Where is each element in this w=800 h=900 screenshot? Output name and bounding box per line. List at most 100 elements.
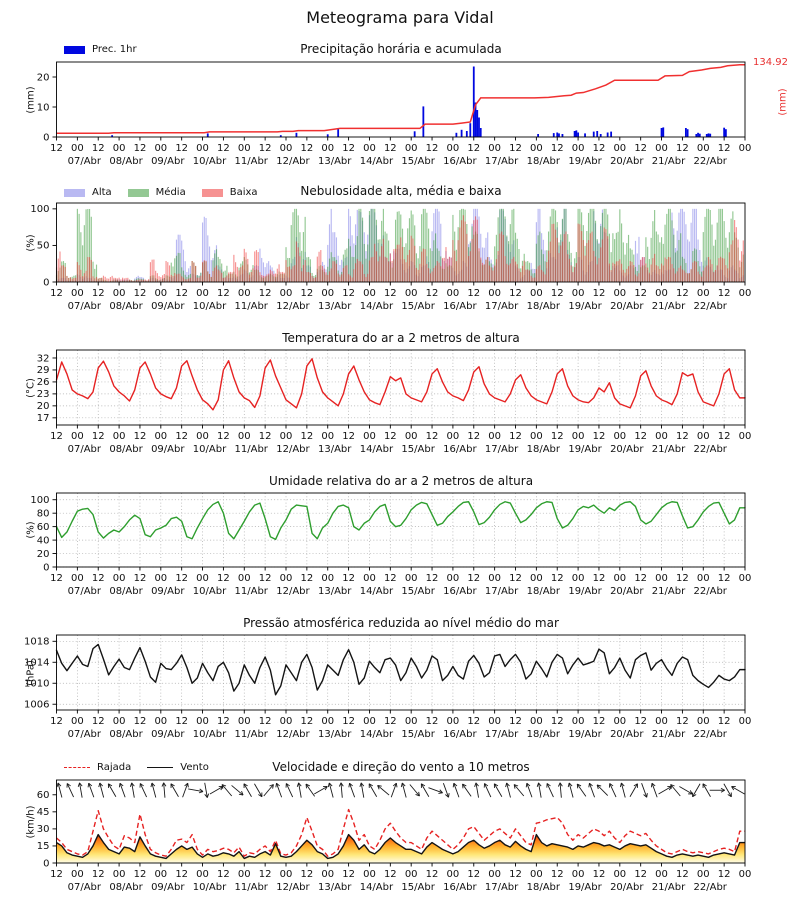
svg-text:12: 12 bbox=[259, 869, 272, 880]
svg-text:12: 12 bbox=[593, 431, 606, 442]
svg-text:17/Abr: 17/Abr bbox=[485, 586, 519, 597]
svg-text:07/Abr: 07/Abr bbox=[68, 586, 102, 597]
svg-text:11/Abr: 11/Abr bbox=[235, 882, 269, 893]
svg-text:60: 60 bbox=[37, 790, 50, 801]
svg-text:16/Abr: 16/Abr bbox=[443, 882, 477, 893]
svg-text:00: 00 bbox=[238, 573, 251, 584]
svg-text:00: 00 bbox=[71, 716, 84, 727]
svg-text:45: 45 bbox=[37, 807, 50, 818]
svg-text:13/Abr: 13/Abr bbox=[318, 301, 352, 312]
svg-text:11/Abr: 11/Abr bbox=[235, 444, 269, 455]
svg-text:00: 00 bbox=[488, 573, 501, 584]
svg-text:00: 00 bbox=[405, 143, 418, 154]
svg-text:13/Abr: 13/Abr bbox=[318, 729, 352, 740]
svg-text:00: 00 bbox=[655, 288, 668, 299]
svg-text:12: 12 bbox=[426, 716, 439, 727]
svg-text:00: 00 bbox=[572, 143, 585, 154]
svg-text:12: 12 bbox=[634, 573, 647, 584]
svg-text:00: 00 bbox=[196, 431, 209, 442]
vento-solid-line-swatch-icon bbox=[147, 767, 174, 768]
svg-text:20: 20 bbox=[37, 72, 50, 83]
svg-text:00: 00 bbox=[613, 431, 626, 442]
svg-text:00: 00 bbox=[655, 716, 668, 727]
svg-text:00: 00 bbox=[71, 573, 84, 584]
svg-text:00: 00 bbox=[739, 716, 752, 727]
clouds-y-axis-label: (%) bbox=[25, 234, 37, 252]
svg-text:12: 12 bbox=[718, 288, 731, 299]
svg-text:00: 00 bbox=[613, 716, 626, 727]
svg-text:22/Abr: 22/Abr bbox=[694, 444, 728, 455]
baixa-swatch-icon bbox=[201, 188, 223, 197]
svg-text:08/Abr: 08/Abr bbox=[109, 301, 143, 312]
svg-text:18/Abr: 18/Abr bbox=[527, 882, 561, 893]
svg-text:17/Abr: 17/Abr bbox=[485, 882, 519, 893]
svg-text:07/Abr: 07/Abr bbox=[68, 156, 102, 167]
svg-text:12: 12 bbox=[384, 716, 397, 727]
svg-text:00: 00 bbox=[280, 431, 293, 442]
svg-text:100: 100 bbox=[30, 495, 49, 506]
svg-text:12: 12 bbox=[384, 431, 397, 442]
svg-text:00: 00 bbox=[405, 431, 418, 442]
svg-text:21/Abr: 21/Abr bbox=[652, 156, 686, 167]
svg-text:40: 40 bbox=[37, 535, 50, 546]
svg-text:12: 12 bbox=[217, 431, 230, 442]
svg-text:12: 12 bbox=[593, 288, 606, 299]
wind-panel-title: Velocidade e direção do vento a 10 metro… bbox=[272, 760, 530, 774]
clouds-legend-label-baixa: Baixa bbox=[229, 187, 258, 198]
svg-text:15/Abr: 15/Abr bbox=[401, 586, 435, 597]
svg-text:00: 00 bbox=[530, 869, 543, 880]
svg-text:00: 00 bbox=[613, 143, 626, 154]
svg-text:12: 12 bbox=[50, 431, 63, 442]
svg-text:00: 00 bbox=[113, 869, 126, 880]
svg-text:00: 00 bbox=[71, 143, 84, 154]
svg-text:15: 15 bbox=[37, 841, 50, 852]
svg-text:12: 12 bbox=[676, 716, 689, 727]
svg-text:12: 12 bbox=[259, 288, 272, 299]
panel-humidity: 0 20 40 60 80 100 12 00 12 00 12 00 12 00 12 00 12 00 12 00… bbox=[30, 492, 752, 597]
svg-text:20/Abr: 20/Abr bbox=[610, 444, 644, 455]
svg-text:12: 12 bbox=[300, 716, 313, 727]
svg-text:00: 00 bbox=[697, 431, 710, 442]
humidity-panel-title: Umidade relativa do ar a 2 metros de alt… bbox=[268, 474, 534, 488]
svg-text:17/Abr: 17/Abr bbox=[485, 729, 519, 740]
svg-text:12/Abr: 12/Abr bbox=[276, 586, 310, 597]
svg-text:12: 12 bbox=[92, 431, 105, 442]
svg-text:00: 00 bbox=[113, 573, 126, 584]
svg-text:08/Abr: 08/Abr bbox=[109, 729, 143, 740]
svg-text:00: 00 bbox=[196, 143, 209, 154]
svg-text:12: 12 bbox=[259, 573, 272, 584]
svg-text:18/Abr: 18/Abr bbox=[527, 301, 561, 312]
svg-text:12: 12 bbox=[300, 431, 313, 442]
svg-text:00: 00 bbox=[154, 869, 167, 880]
svg-text:00: 00 bbox=[113, 288, 126, 299]
svg-text:19/Abr: 19/Abr bbox=[568, 729, 602, 740]
svg-text:22/Abr: 22/Abr bbox=[694, 882, 728, 893]
svg-text:23: 23 bbox=[37, 389, 50, 400]
svg-text:20/Abr: 20/Abr bbox=[610, 301, 644, 312]
svg-text:00: 00 bbox=[238, 716, 251, 727]
svg-text:12: 12 bbox=[384, 869, 397, 880]
wind-legend-label-vento: Vento bbox=[180, 762, 209, 773]
precip-legend-item: Prec. 1hr bbox=[64, 44, 137, 55]
svg-text:12: 12 bbox=[300, 143, 313, 154]
svg-text:09/Abr: 09/Abr bbox=[151, 444, 185, 455]
svg-text:12: 12 bbox=[92, 288, 105, 299]
clouds-panel-title: Nebulosidade alta, média e baixa bbox=[300, 184, 502, 198]
clouds-legend: Alta Média Baixa bbox=[64, 187, 274, 198]
svg-text:00: 00 bbox=[71, 431, 84, 442]
svg-text:1010: 1010 bbox=[24, 679, 49, 690]
svg-text:12/Abr: 12/Abr bbox=[276, 156, 310, 167]
svg-text:00: 00 bbox=[280, 869, 293, 880]
svg-text:13/Abr: 13/Abr bbox=[318, 444, 352, 455]
precip-panel-title: Precipitação horária e acumulada bbox=[300, 42, 502, 56]
svg-text:12: 12 bbox=[634, 716, 647, 727]
svg-text:07/Abr: 07/Abr bbox=[68, 444, 102, 455]
svg-text:12: 12 bbox=[175, 716, 188, 727]
panel-pressure: 1006 1010 1014 1018 12 00 12 00 12 00 12 00 12 00 12 00… bbox=[24, 634, 752, 740]
svg-text:00: 00 bbox=[572, 869, 585, 880]
svg-text:00: 00 bbox=[739, 573, 752, 584]
svg-text:00: 00 bbox=[321, 573, 334, 584]
svg-text:12: 12 bbox=[92, 143, 105, 154]
svg-text:12: 12 bbox=[175, 143, 188, 154]
